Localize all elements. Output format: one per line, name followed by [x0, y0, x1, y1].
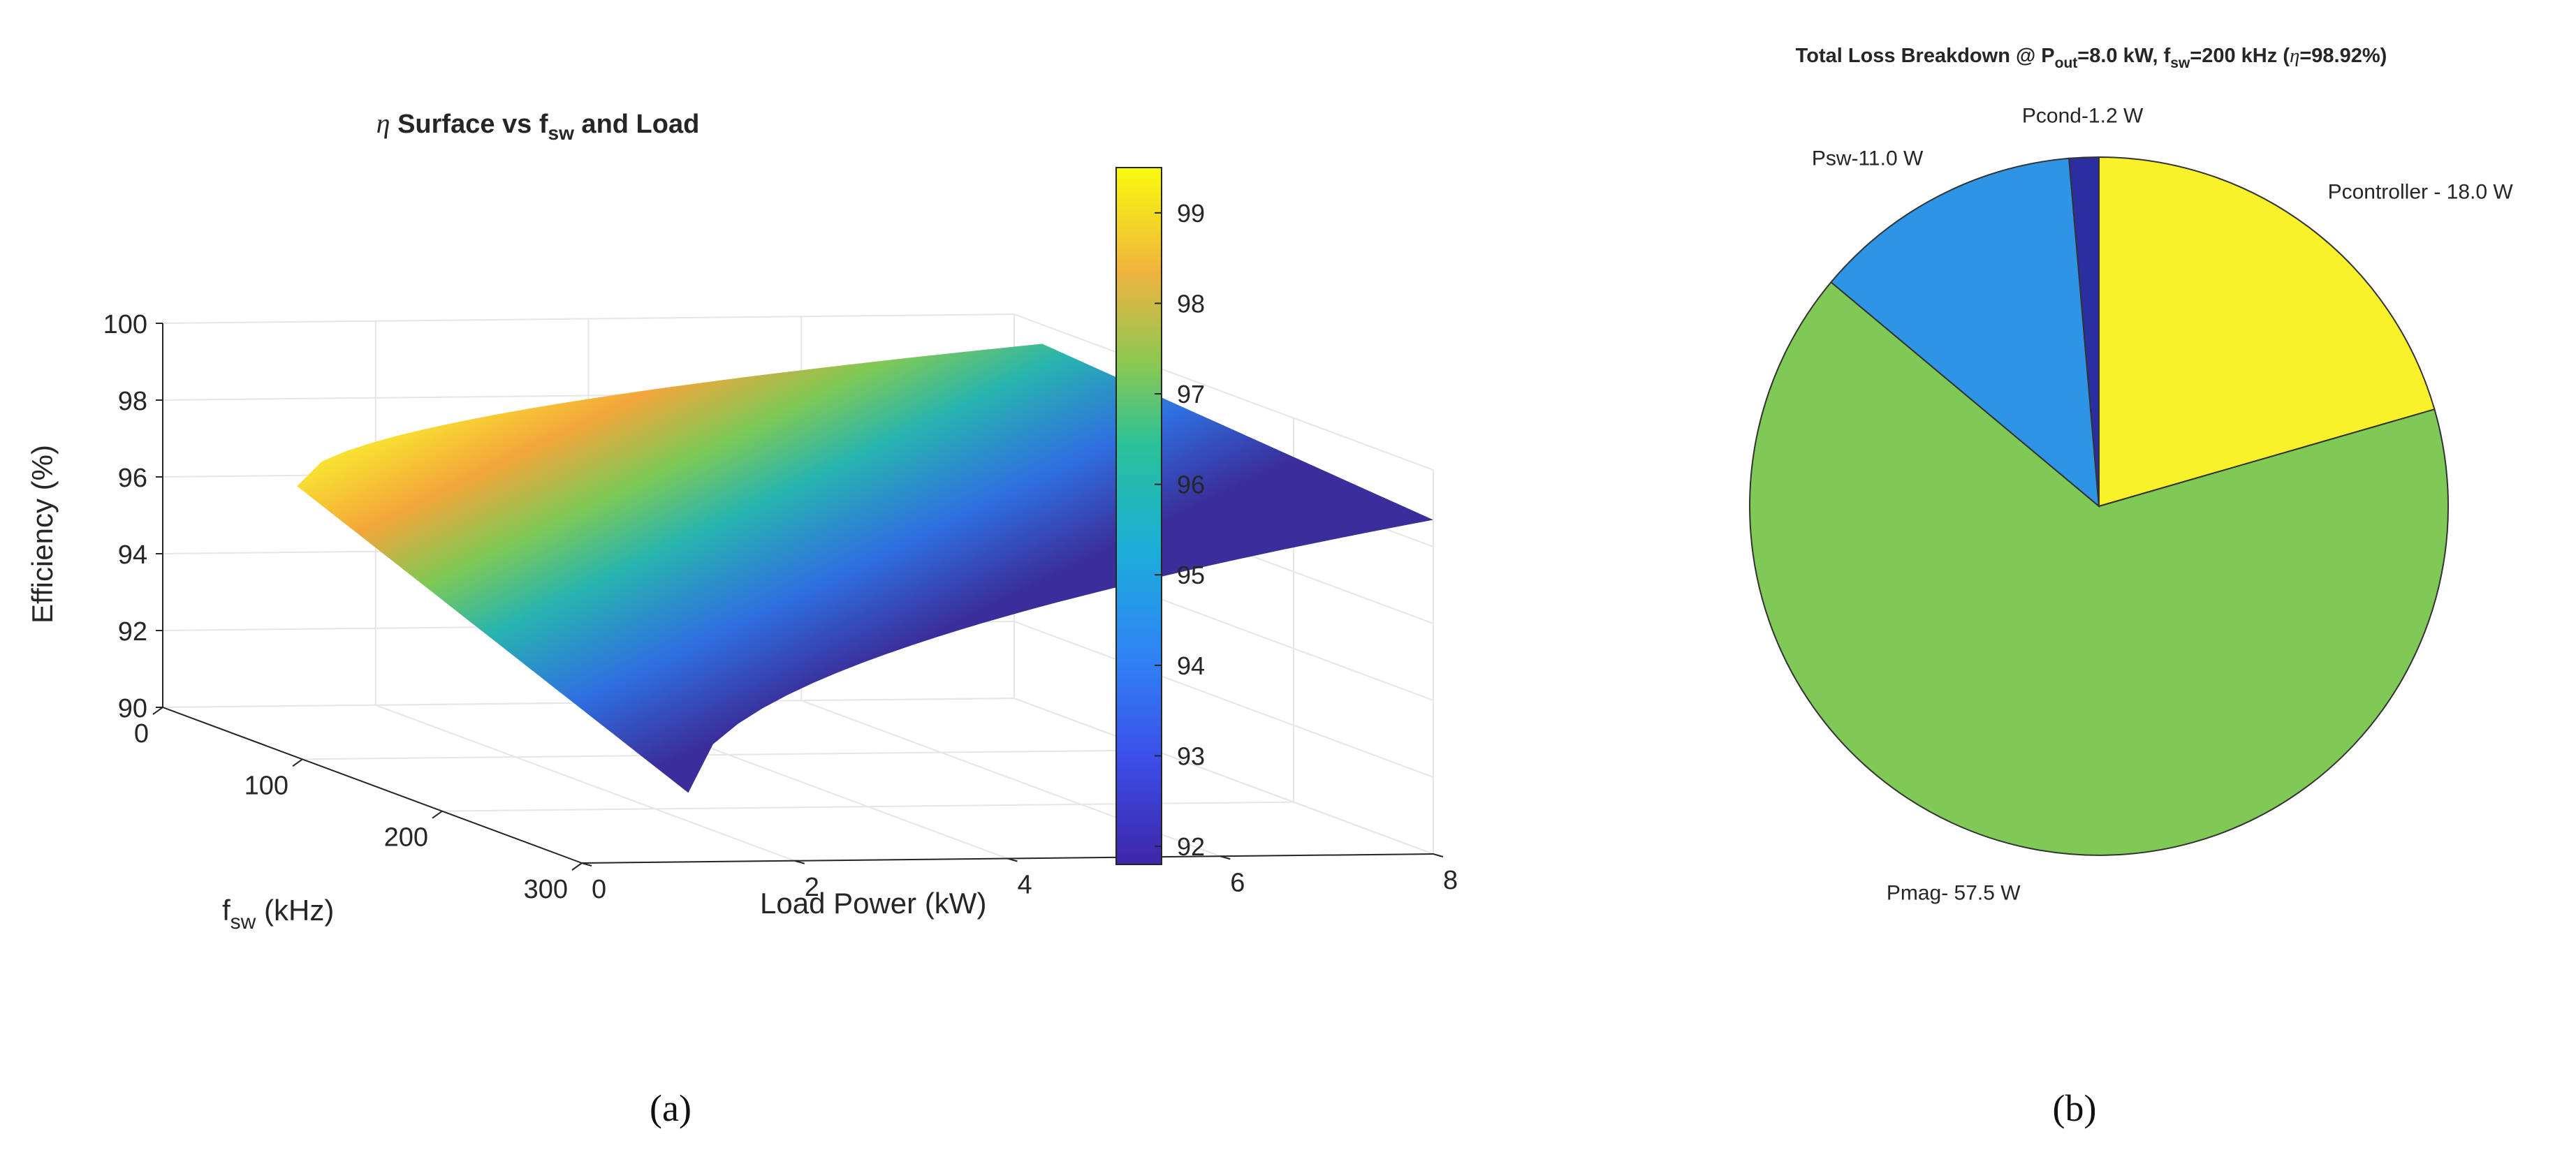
colorbar-tick-92: 92: [1177, 832, 1205, 861]
y-axis-ticks: 0 2 4 6 8: [581, 853, 1458, 904]
y-tick-mark: [1007, 857, 1018, 862]
colorbar-ticks: 92 93 94 95 96 97 98 99: [1155, 199, 1205, 861]
efficiency-surface-chart: η Surface vs fsw and Load 9092949698100 …: [26, 108, 1458, 934]
pie-label-pmag: Pmag- 57.5 W: [1887, 881, 2021, 904]
title-eta-symbol: η: [376, 108, 390, 139]
grid-floor-load-2: [375, 704, 796, 862]
title-text-2: and Load: [574, 110, 699, 139]
x-axis-label: fsw (kHz): [222, 894, 334, 934]
z-tick-94: 94: [118, 540, 147, 570]
title-text-1: Surface vs f: [390, 110, 548, 139]
z-axis-label: Efficiency (%): [26, 445, 59, 624]
y-tick-2: 2: [805, 873, 819, 902]
x-axis-label-unit: (kHz): [256, 894, 334, 927]
x-axis-label-f: f: [222, 894, 230, 927]
x-tick-mark: [152, 707, 163, 715]
colorbar: 92 93 94 95 96 97 98 99: [1115, 167, 1205, 865]
y-tick-8: 8: [1443, 866, 1458, 895]
grid-backwall-eff-100: [1013, 314, 1434, 471]
y-axis-label: Load Power (kW): [760, 887, 986, 920]
x-tick-0: 0: [134, 719, 149, 749]
pie-label-psw: Psw-11.0 W: [1812, 147, 1924, 170]
colorbar-gradient: [1115, 167, 1162, 865]
pie-slice-pcond: [2068, 156, 2100, 507]
y-tick-4: 4: [1018, 871, 1032, 900]
pie-title-part2: =8.0 kW, f: [2077, 45, 2170, 67]
grid-backwall-eff-90: [1013, 698, 1434, 855]
x-axis-label-sub: sw: [230, 911, 256, 934]
colorbar-tick-99: 99: [1177, 199, 1205, 228]
x-axis-ticks: 0 100 200 300: [134, 707, 583, 904]
z-tick-98: 98: [118, 387, 147, 416]
pie-title-part4: =98.92%): [2299, 45, 2387, 67]
pie-label-pcond: Pcond-1.2 W: [2022, 105, 2144, 128]
y-tick-mark: [1433, 853, 1444, 857]
y-tick-0: 0: [592, 875, 606, 904]
pie-title-part3: =200 kHz (: [2190, 45, 2290, 67]
y-tick-mark: [1220, 855, 1231, 860]
title-sub: sw: [548, 122, 575, 144]
colorbar-tick-96: 96: [1177, 471, 1205, 499]
x-tick-mark: [292, 758, 303, 767]
z-tick-92: 92: [118, 617, 147, 647]
colorbar-tick-97: 97: [1177, 380, 1205, 408]
z-tick-100: 100: [103, 310, 147, 339]
pie-title-sub2: sw: [2170, 55, 2190, 71]
panel-label-a: (a): [650, 1087, 691, 1129]
pie-chart-title: Total Loss Breakdown @ Pout=8.0 kW, fsw=…: [1796, 45, 2387, 71]
x-tick-mark: [432, 810, 443, 819]
pie-slice-psw: [1830, 157, 2100, 508]
colorbar-tick-93: 93: [1177, 742, 1205, 770]
pie-title-eta: η: [2290, 45, 2299, 67]
grid-backwall-eff-92: [1013, 621, 1434, 778]
y-tick-mark: [794, 860, 805, 864]
pie-slice-pcontroller: [2098, 156, 2436, 508]
colorbar-tick-95: 95: [1177, 561, 1205, 589]
efficiency-surface: [297, 344, 1433, 793]
x-tick-100: 100: [244, 771, 288, 800]
pie-title-sub1: out: [2055, 55, 2078, 71]
x-tick-300: 300: [524, 875, 568, 904]
x-tick-200: 200: [384, 823, 428, 853]
pie-slices: [1749, 156, 2449, 856]
z-tick-96: 96: [118, 464, 147, 493]
x-tick-mark: [571, 862, 583, 871]
z-axis-ticks: 90 92 94 96 98 100: [103, 310, 163, 723]
y-tick-mark: [581, 862, 592, 867]
y-tick-6: 6: [1230, 868, 1245, 897]
box-edge-x: [162, 707, 583, 864]
pie-slice-pmag: [1749, 281, 2449, 856]
panel-label-b: (b): [2053, 1087, 2097, 1129]
pie-labels: Pcontroller - 18.0 W Pmag- 57.5 W Psw-11.0…: [1812, 105, 2514, 905]
loss-breakdown-pie-chart: Total Loss Breakdown @ Pout=8.0 kW, fsw=…: [1749, 45, 2514, 905]
pie-title-part1: Total Loss Breakdown @ P: [1796, 45, 2055, 67]
grid-leftwall-eff-100: [162, 314, 1015, 324]
colorbar-tick-94: 94: [1177, 651, 1205, 680]
colorbar-tick-98: 98: [1177, 289, 1205, 318]
pie-label-pcontroller: Pcontroller - 18.0 W: [2328, 180, 2514, 203]
z-tick-90: 90: [118, 694, 147, 723]
surface-chart-title: η Surface vs fsw and Load: [376, 108, 700, 144]
